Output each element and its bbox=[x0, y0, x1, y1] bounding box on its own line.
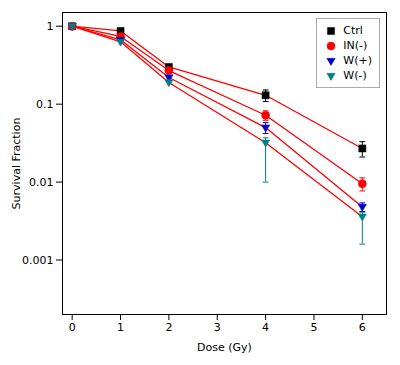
svg-text:6: 6 bbox=[359, 321, 366, 334]
svg-text:0: 0 bbox=[69, 321, 76, 334]
svg-text:0.1: 0.1 bbox=[36, 98, 54, 111]
html-text:IN(-): IN(-) bbox=[343, 39, 368, 52]
svg-text:4: 4 bbox=[262, 321, 269, 334]
html-text:W(-): W(-) bbox=[343, 69, 367, 82]
svg-text:5: 5 bbox=[310, 321, 317, 334]
svg-text:3: 3 bbox=[214, 321, 221, 334]
svg-text:0.001: 0.001 bbox=[22, 254, 54, 267]
svg-text:Dose (Gy): Dose (Gy) bbox=[197, 341, 252, 354]
svg-text:0.01: 0.01 bbox=[29, 176, 54, 189]
svg-text:Survival Fraction: Survival Fraction bbox=[10, 118, 23, 210]
svg-text:1: 1 bbox=[117, 321, 124, 334]
html-text:W(+): W(+) bbox=[343, 54, 372, 67]
html-text:Ctrl: Ctrl bbox=[343, 24, 363, 37]
svg-text:2: 2 bbox=[165, 321, 172, 334]
svg-text:1: 1 bbox=[47, 20, 54, 33]
